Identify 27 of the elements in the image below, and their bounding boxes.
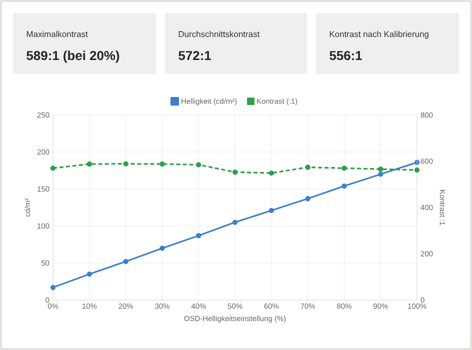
point [160, 161, 165, 167]
text: 572:1 [178, 50, 211, 60]
point [232, 220, 238, 225]
point [123, 258, 128, 264]
point [50, 284, 56, 290]
point [50, 166, 56, 171]
point [414, 167, 420, 173]
point [268, 170, 274, 176]
point [123, 161, 128, 166]
point [342, 166, 347, 171]
text: 556:1 [330, 50, 362, 60]
text: Kontrast nach Kalibrierung [330, 30, 428, 39]
point [86, 272, 92, 277]
point [232, 170, 238, 175]
point [305, 164, 310, 170]
point [268, 208, 274, 214]
point [86, 161, 92, 167]
point [196, 162, 202, 168]
text: Maximalkontrast [26, 30, 88, 38]
point [305, 196, 310, 202]
point [342, 183, 347, 189]
point [196, 233, 202, 238]
point [378, 172, 384, 177]
point [160, 246, 165, 251]
text: 589:1 (bei 20%) [26, 50, 120, 63]
text: Durchschnittskontrast [178, 30, 260, 38]
point [378, 166, 384, 172]
